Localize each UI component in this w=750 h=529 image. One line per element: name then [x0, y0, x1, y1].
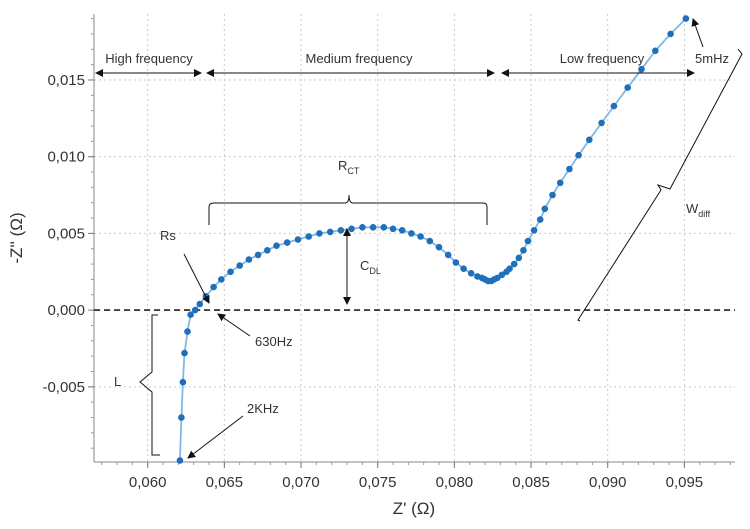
data-point — [610, 102, 618, 110]
axis-ticks: 0,060 0,065 0,070 0,075 0,080 0,085 0,090 0,095… — [42, 18, 731, 491]
data-point — [245, 256, 253, 263]
data-point — [444, 251, 452, 259]
data-point — [408, 230, 415, 237]
data-point — [210, 283, 217, 291]
data-point — [176, 457, 184, 464]
data-point — [337, 227, 345, 234]
series-line — [179, 17, 687, 461]
data-point — [380, 224, 388, 231]
y-tick-label: 0,005 — [47, 225, 85, 242]
f630-label: 630Hz — [255, 334, 293, 349]
data-point — [191, 306, 199, 314]
y-tick-label: -0,005 — [42, 379, 85, 396]
f2k-label: 2KHz — [247, 401, 279, 416]
data-point — [227, 268, 234, 276]
x-tick-label: 0,070 — [282, 474, 320, 491]
x-tick-label: 0,085 — [512, 474, 550, 491]
data-point — [181, 349, 188, 357]
data-point — [575, 151, 582, 159]
data-point — [624, 84, 631, 91]
data-point — [520, 247, 527, 254]
high-frequency-label: High frequency — [105, 51, 193, 66]
rct-brace — [208, 194, 488, 225]
rs-label: Rs — [160, 228, 176, 243]
data-point — [556, 179, 564, 187]
low-frequency-label: Low frequency — [560, 51, 645, 66]
x-axis-title: Z' (Ω) — [393, 499, 435, 518]
inductance-label: L — [114, 374, 121, 389]
data-points — [176, 15, 690, 464]
data-point — [524, 237, 532, 245]
y-axis-title: -Z'' (Ω) — [7, 212, 26, 263]
data-point — [417, 233, 424, 240]
f630-pointer — [217, 313, 251, 337]
data-point — [566, 165, 573, 173]
rs-pointer — [183, 253, 210, 304]
x-tick-label: 0,065 — [206, 474, 244, 491]
y-tick-label: 0,000 — [47, 302, 85, 319]
annotations — [95, 18, 743, 459]
data-point — [515, 254, 523, 262]
data-point — [369, 224, 377, 231]
data-point — [316, 230, 323, 237]
wdiff-brace — [577, 48, 743, 322]
data-point — [530, 227, 538, 234]
five-mhz-pointer — [691, 18, 704, 48]
data-point — [187, 311, 194, 319]
data-point — [184, 328, 191, 335]
y-tick-label: 0,010 — [47, 149, 85, 166]
five-mhz-label: 5mHz — [695, 51, 729, 66]
data-point — [667, 30, 674, 38]
data-point — [254, 251, 262, 259]
data-point — [652, 47, 659, 55]
data-point — [359, 224, 366, 231]
cdl-label: CDL — [360, 258, 381, 276]
data-point — [435, 243, 443, 251]
x-tick-label: 0,090 — [589, 474, 627, 491]
data-point — [682, 15, 690, 22]
x-tick-label: 0,080 — [436, 474, 474, 491]
data-point — [305, 233, 313, 240]
rct-label: RCT — [338, 158, 360, 176]
data-point — [510, 260, 518, 268]
f2k-pointer — [187, 415, 244, 459]
data-point — [398, 227, 406, 234]
data-point — [294, 236, 302, 243]
x-tick-label: 0,060 — [129, 474, 167, 491]
data-point — [236, 262, 243, 269]
data-point — [467, 270, 475, 277]
data-point — [536, 216, 544, 223]
data-point — [283, 239, 291, 246]
inductance-brace — [139, 314, 160, 456]
data-point — [638, 65, 645, 73]
data-point — [452, 259, 460, 266]
data-point — [460, 265, 467, 273]
data-point — [389, 225, 397, 233]
data-point — [326, 228, 334, 236]
data-point — [264, 247, 271, 254]
data-point — [586, 136, 593, 144]
data-point — [273, 242, 280, 249]
data-point — [598, 119, 605, 127]
data-point — [348, 225, 355, 233]
data-point — [541, 205, 549, 213]
grid — [94, 14, 735, 462]
data-point — [178, 414, 185, 421]
data-point — [196, 300, 204, 308]
data-point — [506, 265, 513, 273]
data-point — [426, 237, 434, 245]
x-tick-label: 0,075 — [359, 474, 397, 491]
data-point — [218, 276, 225, 283]
wdiff-label: Wdiff — [686, 201, 711, 219]
x-tick-label: 0,095 — [666, 474, 704, 491]
medium-frequency-label: Medium frequency — [306, 51, 413, 66]
y-tick-label: 0,015 — [47, 72, 85, 89]
data-point — [549, 191, 556, 199]
data-point — [179, 378, 187, 386]
